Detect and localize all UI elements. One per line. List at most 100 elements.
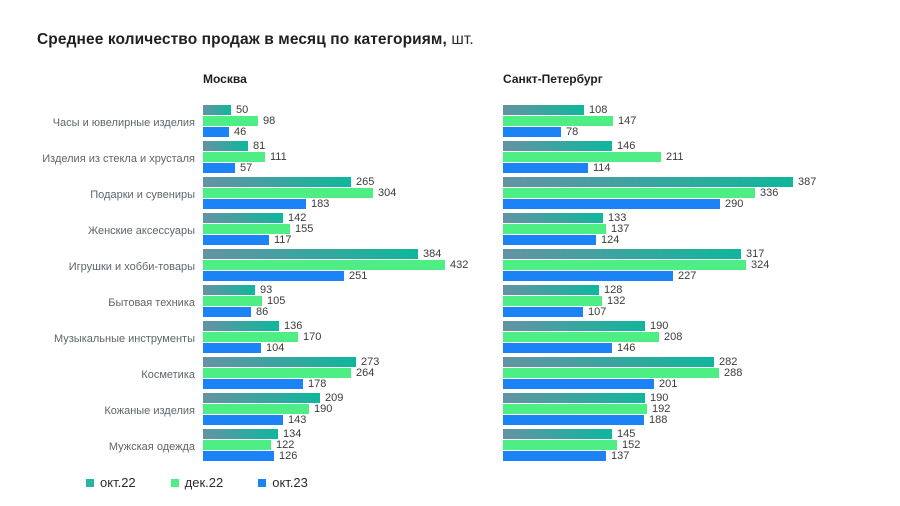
bar-line: 317 bbox=[503, 248, 900, 260]
bar-value-label: 155 bbox=[295, 223, 314, 235]
bar-value-label: 211 bbox=[666, 151, 684, 163]
bar-line: 132 bbox=[503, 296, 900, 307]
bar-value-label: 227 bbox=[678, 270, 697, 282]
panel-title-spb: Санкт-Петербург bbox=[503, 72, 603, 86]
category-label: Мужская одежда bbox=[108, 440, 195, 453]
legend-label: окт.22 bbox=[100, 475, 136, 490]
bar-value-label: 190 bbox=[650, 392, 669, 404]
bar-line: 137 bbox=[503, 224, 900, 235]
bar-дек.22 bbox=[203, 368, 351, 378]
bar-value-label: 188 bbox=[649, 414, 668, 426]
bar-value-label: 265 bbox=[356, 176, 375, 188]
bar-value-label: 317 bbox=[746, 248, 765, 260]
panel-bars: 265 304 183 bbox=[203, 177, 503, 210]
category-label: Косметика bbox=[141, 368, 195, 381]
bar-дек.22 bbox=[503, 116, 613, 126]
bar-окт.23 bbox=[203, 271, 344, 281]
bar-дек.22 bbox=[203, 152, 265, 162]
bar-line: 134 bbox=[203, 429, 503, 440]
bar-окт.23 bbox=[503, 271, 673, 281]
bar-окт.22 bbox=[203, 141, 248, 151]
bar-line: 126 bbox=[203, 450, 503, 462]
bar-line: 432 bbox=[203, 259, 503, 271]
panel-bars: 134 122 126 bbox=[203, 429, 503, 462]
bar-окт.22 bbox=[203, 429, 278, 439]
bar-line: 387 bbox=[503, 176, 900, 188]
bar-value-label: 50 bbox=[236, 104, 249, 116]
bar-окт.22 bbox=[203, 249, 418, 259]
bar-line: 137 bbox=[503, 451, 900, 462]
category-row: Женские аксессуары 142 155 117 133 137 124 bbox=[0, 213, 900, 246]
bar-value-label: 201 bbox=[659, 378, 678, 390]
bar-line: 114 bbox=[503, 163, 900, 174]
panel-bars: 190 192 188 bbox=[503, 393, 900, 426]
bar-value-label: 107 bbox=[588, 306, 607, 318]
bar-value-label: 78 bbox=[566, 126, 579, 138]
bar-line: 178 bbox=[203, 379, 503, 390]
bar-окт.22 bbox=[503, 249, 741, 259]
bar-line: 208 bbox=[503, 332, 900, 343]
bar-окт.22 bbox=[203, 105, 231, 115]
bar-line: 78 bbox=[503, 126, 900, 138]
bar-line: 98 bbox=[203, 116, 503, 127]
legend-item: дек.22 bbox=[170, 475, 223, 490]
legend-item: окт.22 bbox=[86, 475, 136, 490]
panel-bars: 93 105 86 bbox=[203, 285, 503, 318]
bar-value-label: 86 bbox=[256, 306, 269, 318]
bar-line: 288 bbox=[503, 368, 900, 379]
bar-дек.22 bbox=[203, 224, 290, 234]
bar-value-label: 183 bbox=[311, 198, 330, 210]
panel-bars: 50 98 46 bbox=[203, 105, 503, 138]
panel-title-moscow: Москва bbox=[203, 72, 247, 86]
bar-окт.23 bbox=[503, 451, 606, 461]
bar-value-label: 93 bbox=[260, 284, 273, 296]
bar-value-label: 124 bbox=[601, 234, 620, 246]
bar-value-label: 152 bbox=[622, 439, 641, 451]
panel-bars: 136 170 104 bbox=[203, 321, 503, 354]
bar-окт.23 bbox=[503, 379, 654, 389]
bar-value-label: 384 bbox=[423, 248, 442, 260]
bar-окт.23 bbox=[503, 199, 720, 209]
category-row: Мужская одежда 134 122 126 145 152 137 bbox=[0, 429, 900, 462]
panel-bars: 387 336 290 bbox=[503, 177, 900, 210]
panel-header-spb: Санкт-Петербург bbox=[503, 70, 900, 88]
bar-line: 93 bbox=[203, 284, 503, 296]
bar-value-label: 209 bbox=[325, 392, 344, 404]
bar-line: 86 bbox=[203, 306, 503, 318]
chart-title-text: Среднее количество продаж в месяц по кат… bbox=[37, 31, 447, 48]
bar-line: 136 bbox=[203, 321, 503, 332]
bar-value-label: 126 bbox=[279, 450, 298, 462]
category-label-cell: Часы и ювелирные изделия bbox=[0, 113, 203, 131]
panel-header-moscow: Москва bbox=[203, 70, 503, 88]
bar-line: 46 bbox=[203, 127, 503, 138]
category-row: Часы и ювелирные изделия 50 98 46 108 147 78 bbox=[0, 105, 900, 138]
legend-item: окт.23 bbox=[258, 475, 308, 490]
bar-value-label: 128 bbox=[604, 284, 623, 296]
category-row: Бытовая техника 93 105 86 128 132 107 bbox=[0, 285, 900, 318]
bar-окт.22 bbox=[503, 429, 612, 439]
category-row: Подарки и сувениры 265 304 183 387 336 290 bbox=[0, 177, 900, 210]
bar-окт.23 bbox=[503, 415, 644, 425]
bar-дек.22 bbox=[503, 152, 661, 162]
bar-value-label: 432 bbox=[450, 259, 469, 271]
bar-line: 147 bbox=[503, 115, 900, 127]
bar-value-label: 105 bbox=[267, 295, 286, 307]
bar-value-label: 143 bbox=[288, 414, 307, 426]
category-row: Изделия из стекла и хрусталя 81 111 57 146 21… bbox=[0, 141, 900, 174]
panel-header-row: Москва Санкт-Петербург bbox=[0, 70, 900, 88]
bar-line: 324 bbox=[503, 260, 900, 271]
bar-value-label: 282 bbox=[719, 356, 738, 368]
category-row: Косметика 273 264 178 282 288 201 bbox=[0, 357, 900, 390]
bar-value-label: 387 bbox=[798, 176, 817, 188]
bar-value-label: 147 bbox=[618, 115, 637, 127]
panel-bars: 317 324 227 bbox=[503, 249, 900, 282]
category-row: Игрушки и хобби-товары 384 432 251 317 324 227 bbox=[0, 249, 900, 282]
bar-line: 142 bbox=[203, 213, 503, 224]
bar-line: 133 bbox=[503, 213, 900, 224]
bar-окт.22 bbox=[503, 321, 645, 331]
bar-line: 117 bbox=[203, 235, 503, 246]
bar-value-label: 108 bbox=[589, 104, 608, 116]
bar-окт.23 bbox=[203, 379, 303, 389]
bar-line: 251 bbox=[203, 271, 503, 282]
category-label: Часы и ювелирные изделия bbox=[52, 116, 195, 129]
